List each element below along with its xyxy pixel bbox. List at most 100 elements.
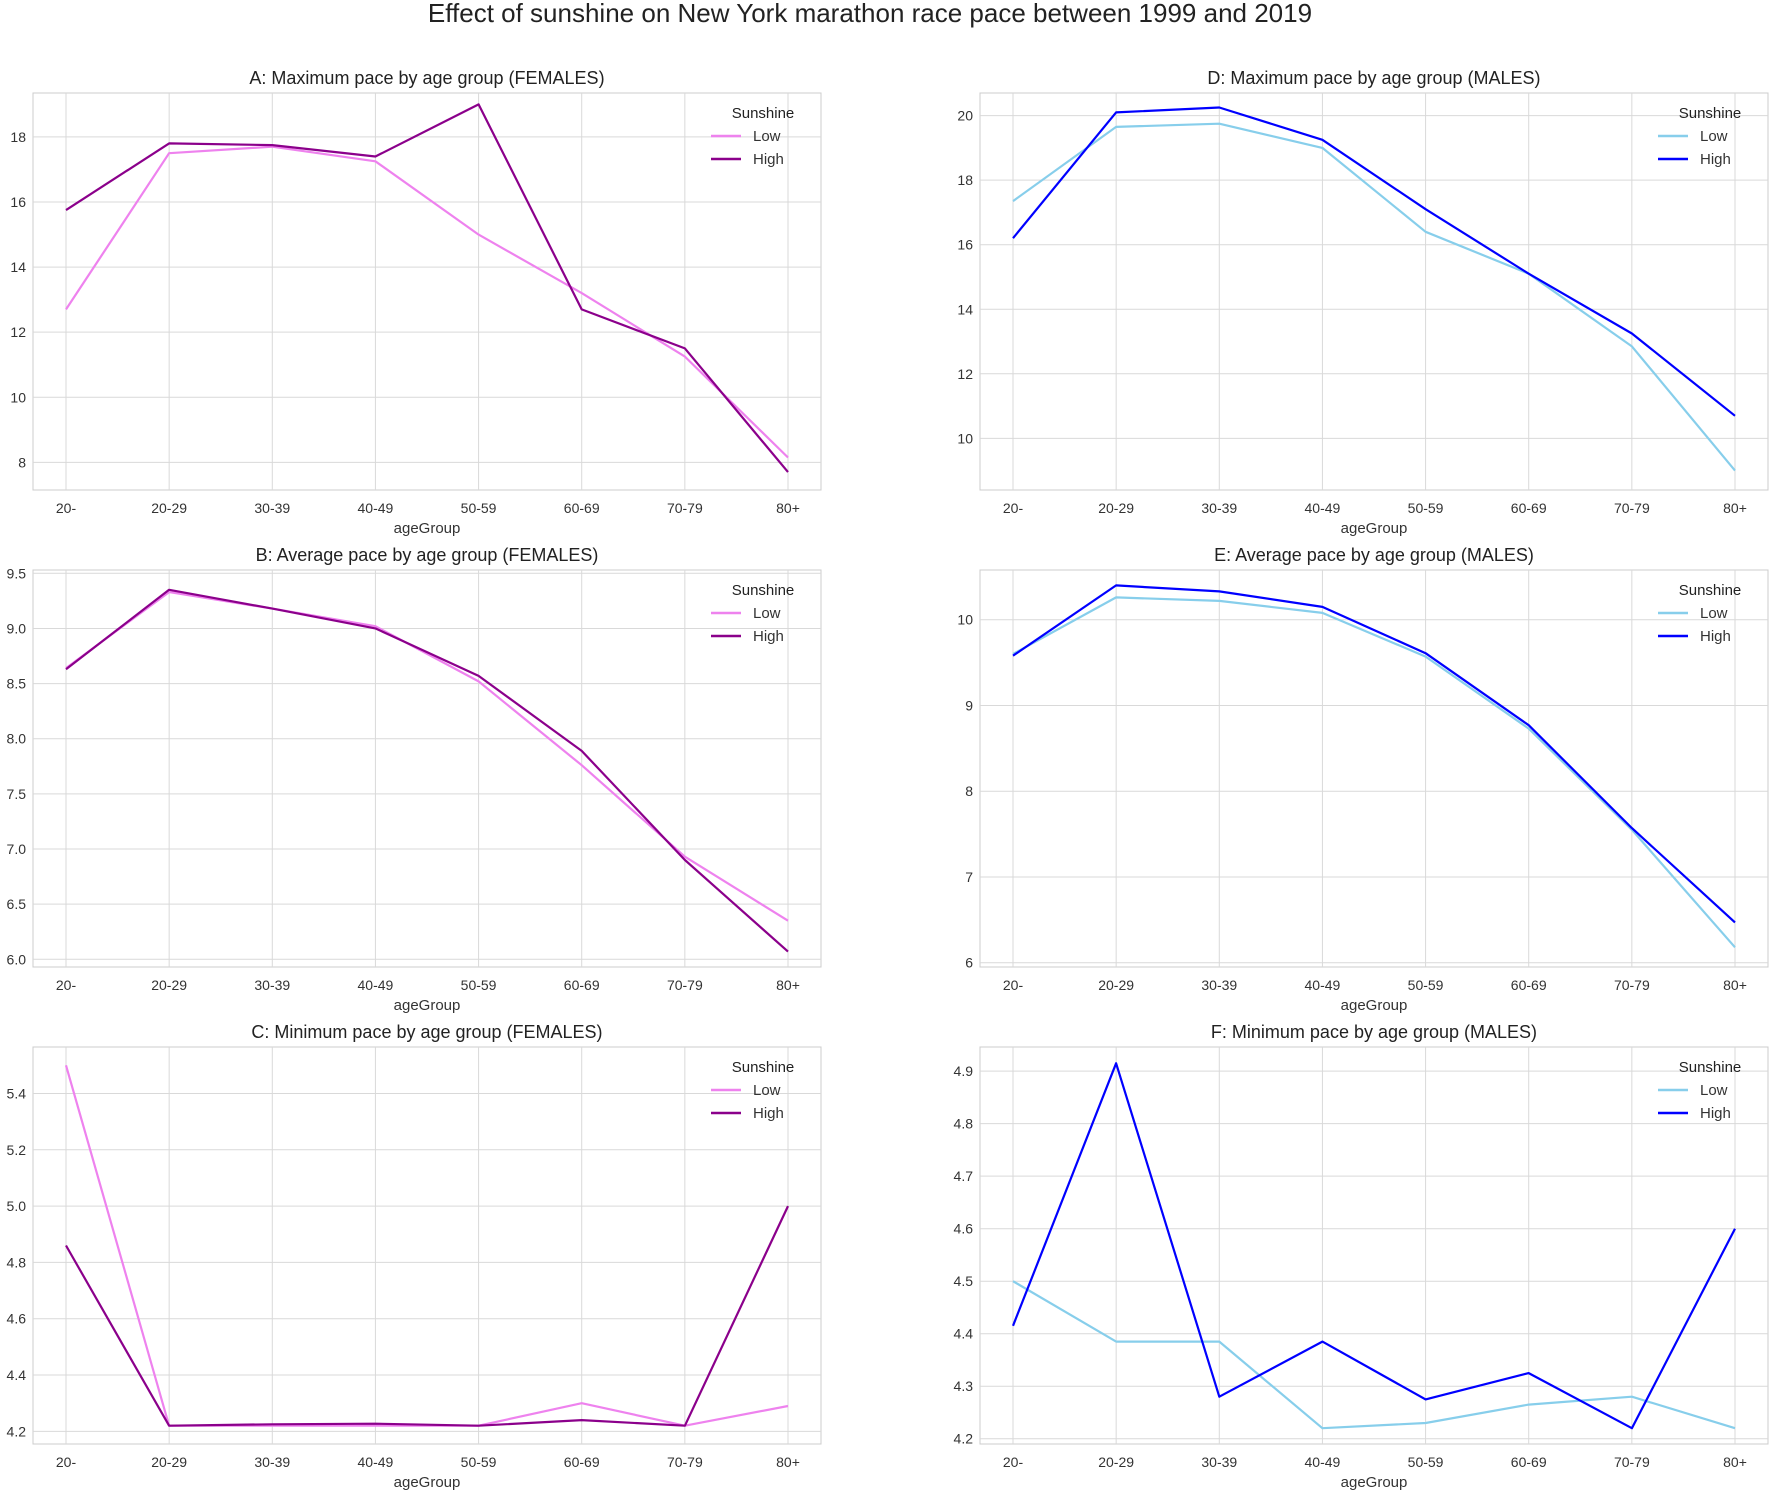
chart-title: A: Maximum pace by age group (FEMALES)	[249, 68, 604, 88]
x-tick-label: 20-29	[151, 977, 187, 993]
x-tick-label: 20-	[1003, 500, 1024, 516]
x-tick-label: 20-29	[1098, 977, 1134, 993]
x-tick-label: 60-69	[1511, 977, 1547, 993]
series-line-high	[1012, 106, 1736, 417]
chart-panel-3: 20- 20-29 30-39 40-49 50-59 60-69 70-79 80+ 6.0 6…	[7, 545, 822, 1014]
legend-label-high: High	[753, 1105, 784, 1122]
y-tick-label: 18	[10, 129, 26, 145]
x-tick-label: 20-29	[151, 1454, 187, 1470]
y-tick-label: 5.4	[7, 1085, 27, 1101]
legend: Sunshine Low High	[711, 105, 794, 168]
legend: Sunshine Low High	[711, 1059, 794, 1122]
y-tick-label: 4.8	[954, 1116, 974, 1132]
legend-label-high: High	[1700, 151, 1731, 168]
x-axis-label: ageGroup	[394, 1474, 461, 1490]
legend-title: Sunshine	[1679, 582, 1742, 599]
legend: Sunshine Low High	[1658, 1059, 1741, 1122]
legend: Sunshine Low High	[1658, 582, 1741, 645]
legend-label-low: Low	[753, 1082, 781, 1099]
y-tick-label: 4.4	[7, 1367, 27, 1383]
chart-panel-1: 20- 20-29 30-39 40-49 50-59 60-69 70-79 80+ 8 10 1…	[10, 68, 822, 537]
chart-title: C: Minimum pace by age group (FEMALES)	[251, 1022, 602, 1042]
y-tick-label: 4.4	[954, 1326, 974, 1342]
x-tick-label: 40-49	[358, 500, 394, 516]
chart-panel-6: 20- 20-29 30-39 40-49 50-59 60-69 70-79 80+ 4.2 4…	[954, 1022, 1769, 1490]
legend-title: Sunshine	[732, 105, 795, 122]
y-tick-label: 6.0	[7, 951, 27, 967]
legend-label-low: Low	[1700, 605, 1728, 622]
chart-title: D: Maximum pace by age group (MALES)	[1207, 68, 1540, 88]
x-tick-label: 70-79	[1614, 500, 1650, 516]
x-tick-label: 40-49	[1305, 977, 1341, 993]
x-tick-label: 60-69	[564, 1454, 600, 1470]
x-tick-label: 30-39	[254, 500, 290, 516]
series-line-low	[1012, 122, 1736, 472]
legend-label-low: Low	[1700, 128, 1728, 145]
plot-area	[979, 1046, 1769, 1445]
y-tick-label: 8.0	[7, 731, 27, 747]
y-tick-label: 9.5	[7, 565, 27, 581]
x-tick-label: 20-	[1003, 1454, 1024, 1470]
y-tick-label: 4.6	[954, 1221, 974, 1237]
x-tick-label: 50-59	[1408, 1454, 1444, 1470]
y-tick-label: 6.5	[7, 896, 27, 912]
x-tick-label: 80+	[776, 1454, 800, 1470]
legend-label-low: Low	[753, 605, 781, 622]
x-tick-label: 40-49	[358, 977, 394, 993]
plot-area	[979, 92, 1769, 491]
x-tick-label: 30-39	[1201, 500, 1237, 516]
series-line-high	[1012, 584, 1736, 924]
y-tick-label: 14	[10, 259, 26, 275]
legend-label-high: High	[753, 628, 784, 645]
x-tick-label: 60-69	[564, 500, 600, 516]
x-axis-label: ageGroup	[1341, 997, 1408, 1014]
x-tick-label: 80+	[1723, 1454, 1747, 1470]
x-tick-label: 50-59	[461, 977, 497, 993]
chart-title: B: Average pace by age group (FEMALES)	[256, 545, 599, 565]
legend-title: Sunshine	[1679, 105, 1742, 122]
y-tick-label: 4.8	[7, 1254, 27, 1270]
y-tick-label: 16	[957, 237, 973, 253]
y-tick-label: 8	[18, 454, 26, 470]
series-line-low	[1012, 1280, 1736, 1430]
x-tick-label: 40-49	[1305, 500, 1341, 516]
x-tick-label: 20-	[1003, 977, 1024, 993]
y-tick-label: 8.5	[7, 676, 27, 692]
x-tick-label: 70-79	[667, 1454, 703, 1470]
y-tick-label: 4.2	[954, 1431, 974, 1447]
y-tick-label: 4.2	[7, 1423, 27, 1439]
plot-area	[32, 1046, 822, 1445]
y-tick-label: 8	[965, 783, 973, 799]
x-tick-label: 20-	[56, 500, 77, 516]
x-tick-label: 60-69	[1511, 500, 1547, 516]
legend-label-low: Low	[1700, 1082, 1728, 1099]
x-axis-label: ageGroup	[394, 997, 461, 1014]
y-tick-label: 12	[10, 324, 26, 340]
x-tick-label: 70-79	[667, 977, 703, 993]
y-tick-label: 7	[965, 869, 973, 885]
legend-title: Sunshine	[732, 582, 795, 599]
y-tick-label: 5.2	[7, 1142, 27, 1158]
y-tick-label: 4.5	[954, 1273, 974, 1289]
y-tick-label: 6	[965, 955, 973, 971]
series-line-high	[65, 1205, 789, 1427]
y-tick-label: 10	[957, 430, 973, 446]
x-tick-label: 30-39	[254, 977, 290, 993]
x-tick-label: 50-59	[461, 1454, 497, 1470]
plot-area	[32, 569, 822, 968]
x-tick-label: 20-29	[1098, 1454, 1134, 1470]
series-line-high	[65, 588, 789, 953]
series-line-low	[1012, 596, 1736, 949]
x-tick-label: 30-39	[1201, 977, 1237, 993]
x-tick-label: 50-59	[1408, 500, 1444, 516]
series-line-high	[65, 103, 789, 473]
x-axis-label: ageGroup	[1341, 1474, 1408, 1490]
legend-label-high: High	[1700, 1105, 1731, 1122]
y-tick-label: 7.5	[7, 786, 27, 802]
x-tick-label: 80+	[776, 977, 800, 993]
x-tick-label: 20-	[56, 1454, 77, 1470]
plot-area	[32, 92, 822, 491]
legend-label-low: Low	[753, 128, 781, 145]
chart-title: F: Minimum pace by age group (MALES)	[1211, 1022, 1537, 1042]
x-axis-label: ageGroup	[394, 520, 461, 537]
